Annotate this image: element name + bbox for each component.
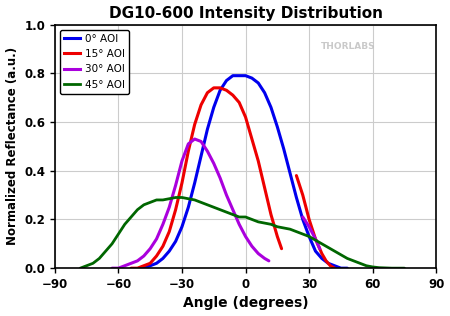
Text: THORLABS: THORLABS [321, 42, 376, 51]
X-axis label: Angle (degrees): Angle (degrees) [183, 296, 308, 310]
Title: DG10-600 Intensity Distribution: DG10-600 Intensity Distribution [108, 6, 382, 21]
Legend: 0° AOI, 15° AOI, 30° AOI, 45° AOI: 0° AOI, 15° AOI, 30° AOI, 45° AOI [60, 30, 129, 94]
Y-axis label: Normalized Reflectance (a.u.): Normalized Reflectance (a.u.) [5, 47, 18, 246]
